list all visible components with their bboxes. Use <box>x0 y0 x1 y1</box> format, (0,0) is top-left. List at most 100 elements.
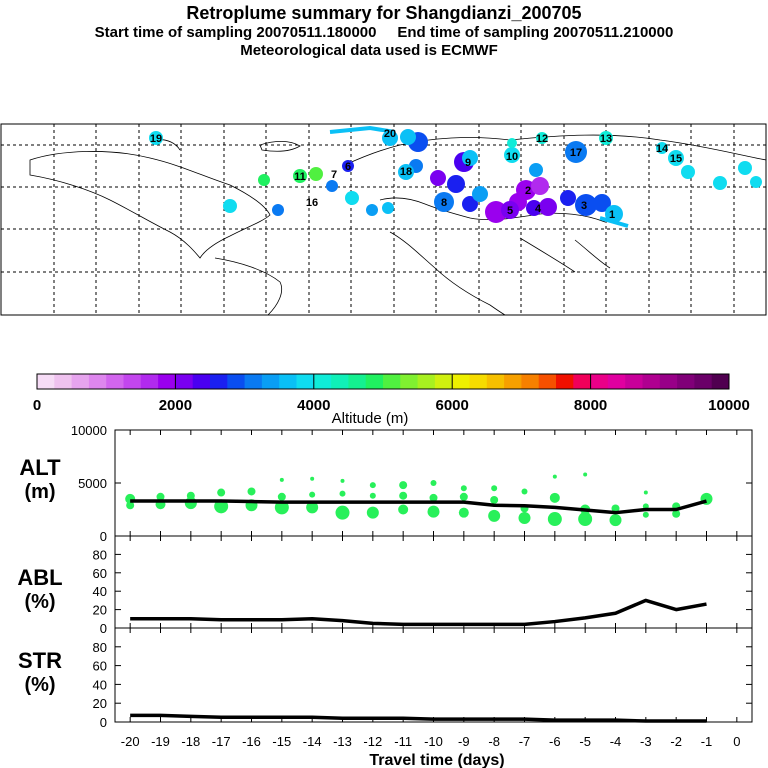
y-tick-label: 20 <box>93 696 107 711</box>
map-label: 12 <box>536 133 548 145</box>
altitude-point <box>310 476 315 481</box>
altitude-point <box>366 506 379 519</box>
altitude-point <box>672 509 681 518</box>
altitude-point <box>518 511 531 524</box>
map-label: 18 <box>400 166 412 178</box>
y-tick-label: 0 <box>100 621 107 636</box>
coastlines <box>29 134 767 316</box>
x-tick-label: -15 <box>272 734 291 749</box>
plume-track <box>329 125 629 228</box>
colorbar-swatch <box>348 374 367 389</box>
panel-unit: (m) <box>24 481 55 503</box>
colorbar-swatch <box>383 374 401 389</box>
colorbar-swatch <box>521 374 540 389</box>
met-data-note: Meteorological data used is ECMWF <box>240 42 498 59</box>
altitude-point <box>184 497 197 510</box>
map-label: 5 <box>507 205 513 217</box>
map-label: 7 <box>331 169 337 181</box>
colorbar-swatch <box>210 374 228 389</box>
series-line-alt <box>130 499 707 515</box>
colorbar-ticks: 0 2000 4000 6000 8000 10000 <box>33 397 750 414</box>
x-tick-label: 0 <box>733 734 740 749</box>
altitude-point <box>430 480 437 486</box>
altitude-point <box>552 474 557 479</box>
altitude-point <box>335 505 350 520</box>
altitude-point <box>609 514 622 527</box>
altitude-point <box>369 492 376 499</box>
x-tick-label: -5 <box>579 734 591 749</box>
x-tick-label: -8 <box>488 734 500 749</box>
colorbar-swatch <box>365 374 384 389</box>
altitude-point <box>491 485 498 492</box>
title-block: Retroplume summary for Shangdianzi_20070… <box>0 2 768 60</box>
colorbar-swatch <box>538 374 557 389</box>
plume-markers <box>149 129 762 223</box>
colorbar-swatch <box>694 374 713 389</box>
map-label: 4 <box>535 203 542 215</box>
colorbar-tick-label: 0 <box>33 397 41 414</box>
altitude-point <box>126 501 135 510</box>
sampling-times: Start time of sampling 20070511.180000 E… <box>0 24 768 42</box>
x-tick-label: -10 <box>424 734 443 749</box>
map-label: 10 <box>506 151 518 163</box>
colorbar-swatch <box>590 374 609 389</box>
altitude-point <box>398 504 409 515</box>
altitude-point <box>369 482 376 489</box>
y-tick-label: 60 <box>93 566 107 581</box>
colorbar-swatch <box>486 374 505 389</box>
x-tick-label: -14 <box>303 734 322 749</box>
x-tick-label: -11 <box>394 734 412 749</box>
colorbar-swatch <box>400 374 419 389</box>
altitude-point <box>642 511 649 518</box>
x-tick-label: -13 <box>333 734 352 749</box>
map-label: 13 <box>600 133 612 145</box>
altitude-point <box>490 495 499 504</box>
y-tick-label: 0 <box>100 715 107 730</box>
colorbar-swatch <box>88 374 107 389</box>
altitude-point <box>643 490 648 495</box>
panel-unit: (%) <box>24 591 55 613</box>
colorbar-swatch <box>37 374 55 389</box>
colorbar-swatch <box>158 374 176 389</box>
x-tick-label: -18 <box>181 734 200 749</box>
colorbar-swatch <box>261 374 280 389</box>
y-tick-label: 0 <box>100 529 107 544</box>
colorbar-swatch <box>54 374 73 389</box>
y-tick-label: 5000 <box>78 476 107 491</box>
colorbar-swatch <box>573 374 592 389</box>
colorbar-swatch <box>452 374 470 389</box>
x-tick-label: -6 <box>549 734 561 749</box>
series-line-abl <box>130 598 707 627</box>
x-axis-label: Travel time (days) <box>369 752 504 768</box>
x-tick-label: -12 <box>363 734 382 749</box>
colorbar-tick-label: 8000 <box>574 397 607 414</box>
colorbar-swatch <box>227 374 246 389</box>
x-tick-label: -9 <box>458 734 470 749</box>
plume-day-labels: 20 19 18 17 16 15 14 13 12 11 10 9 8 7 6… <box>150 128 682 221</box>
y-tick-label: 20 <box>93 603 107 618</box>
colorbar-swatch <box>469 374 488 389</box>
colorbar-tick-label: 4000 <box>297 397 330 414</box>
start-time: Start time of sampling 20070511.180000 <box>94 24 377 41</box>
altitude-point <box>583 472 588 477</box>
altitude-point <box>460 485 467 492</box>
colorbar-swatch <box>296 374 315 389</box>
panel-unit: (%) <box>24 674 55 696</box>
chart-title: Retroplume summary for Shangdianzi_20070… <box>186 3 582 23</box>
colorbar-swatch <box>434 374 453 389</box>
altitude-point <box>247 487 256 496</box>
altitude-point <box>277 492 286 501</box>
altitude-point <box>217 488 226 497</box>
altitude-point <box>306 501 319 514</box>
colorbar-swatch <box>625 374 643 389</box>
colorbar-swatch <box>313 374 332 389</box>
altitude-point <box>459 492 468 501</box>
colorbar-swatch <box>140 374 159 389</box>
altitude-point <box>279 477 284 482</box>
colorbar-swatch <box>504 374 522 389</box>
map-frame <box>0 123 767 316</box>
colorbar-swatch <box>244 374 263 389</box>
x-tick-label: -4 <box>610 734 622 749</box>
map-label: 15 <box>670 153 682 165</box>
